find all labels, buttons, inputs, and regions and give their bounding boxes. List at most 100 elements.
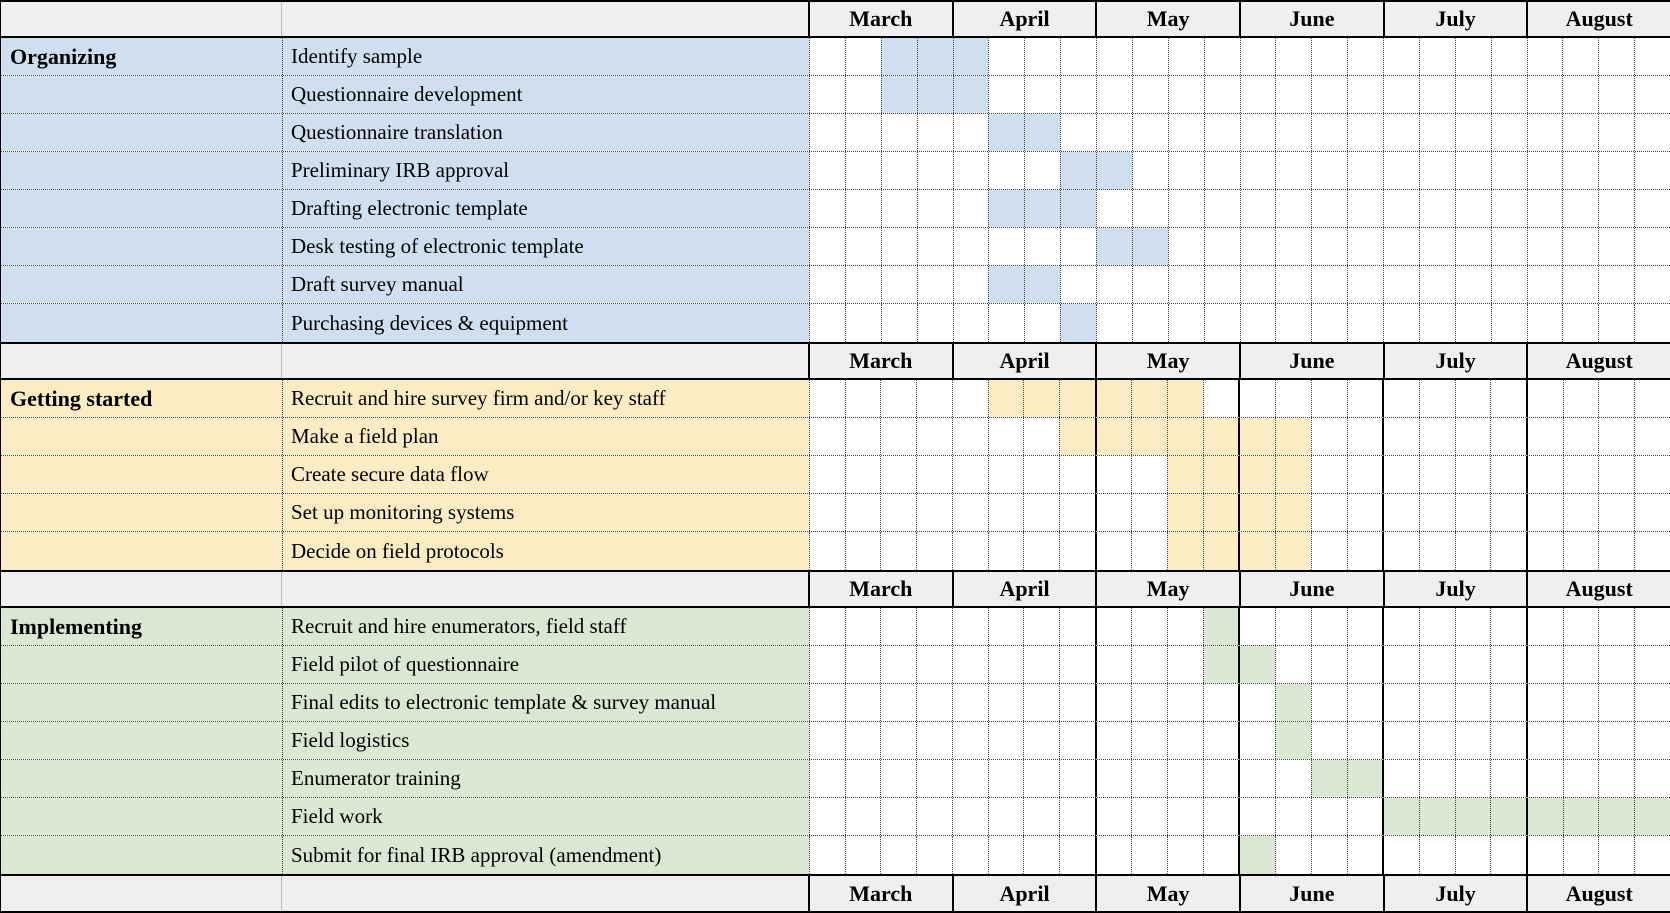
week-cell (809, 684, 845, 721)
task-row: Purchasing devices & equipment (1, 304, 1670, 342)
week-cell (1238, 380, 1276, 417)
section-label: Organizing (1, 38, 282, 75)
week-cell (987, 836, 1024, 874)
week-cell (1454, 152, 1491, 189)
week-cell (952, 190, 989, 227)
week-cell (1418, 228, 1455, 265)
week-cell (1023, 798, 1059, 835)
week-cell (844, 380, 881, 417)
week-cell (1058, 836, 1095, 874)
week-cell (1418, 152, 1455, 189)
week-cell (1023, 722, 1059, 759)
week-cell (1167, 38, 1204, 75)
week-cell (1239, 228, 1276, 265)
week-cell (844, 76, 881, 113)
week-cell (1167, 114, 1204, 151)
week-cell (1634, 228, 1670, 265)
header-task-spacer (282, 876, 808, 911)
week-cell (1526, 722, 1563, 759)
week-cell (1454, 228, 1491, 265)
week-cell (1094, 760, 1132, 797)
task-row: Field logistics (1, 722, 1670, 760)
week-cell (1203, 152, 1240, 189)
task-label: Create secure data flow (282, 456, 809, 493)
week-cell (1562, 38, 1599, 75)
week-cell (1634, 494, 1670, 531)
week-cell (987, 456, 1024, 493)
week-cell (952, 266, 989, 303)
week-cell (844, 494, 881, 531)
week-cell (1598, 456, 1635, 493)
week-cell (1454, 190, 1491, 227)
week-cell (1094, 798, 1132, 835)
week-cell (1023, 836, 1059, 874)
gantt-bar-cell (1096, 228, 1132, 265)
task-row: Questionnaire development (1, 76, 1670, 114)
header-task-spacer (282, 572, 808, 606)
week-cell (1275, 608, 1311, 645)
month-header-cell: June (1239, 2, 1383, 36)
week-cell (1634, 76, 1670, 113)
week-cell (1490, 684, 1527, 721)
month-header-cell: July (1382, 876, 1527, 911)
section-label-spacer (1, 456, 282, 493)
week-cell (987, 646, 1024, 683)
week-cell (1131, 646, 1168, 683)
gantt-bar-cell (1167, 532, 1203, 570)
week-cell (1023, 608, 1059, 645)
week-cell (1634, 532, 1670, 570)
gantt-bar-cell (1634, 798, 1670, 835)
week-cell (1382, 836, 1419, 874)
week-cell (1418, 380, 1455, 417)
section-label-spacer (1, 532, 282, 570)
week-cell (880, 152, 917, 189)
week-cell (952, 152, 989, 189)
week-cell (880, 684, 917, 721)
month-header-cell: May (1095, 2, 1239, 36)
week-cell (1311, 228, 1348, 265)
week-cell (1131, 836, 1168, 874)
week-cell (1094, 684, 1132, 721)
week-cell (1598, 836, 1635, 874)
section-label-spacer (1, 722, 282, 759)
week-cell (1347, 190, 1383, 227)
week-cell (1382, 380, 1419, 417)
week-cell (844, 266, 881, 303)
header-section-spacer (1, 876, 282, 911)
week-cell (1202, 684, 1239, 721)
section-label-spacer (1, 266, 282, 303)
week-cell (1024, 228, 1061, 265)
week-cell (809, 114, 845, 151)
gantt-bar-cell (1094, 380, 1132, 417)
week-cell (1239, 114, 1276, 151)
week-cell (1598, 684, 1635, 721)
week-cell (1023, 646, 1059, 683)
week-cell (1346, 456, 1383, 493)
week-cell (1454, 722, 1491, 759)
week-cell (1598, 38, 1635, 75)
gantt-bar-cell (1598, 798, 1635, 835)
week-cell (1202, 722, 1239, 759)
week-cell (1094, 836, 1132, 874)
week-cell (1275, 304, 1312, 342)
week-cell (1526, 684, 1563, 721)
week-cell (1526, 38, 1563, 75)
task-label: Recruit and hire survey firm and/or key … (282, 380, 809, 417)
week-cell (987, 532, 1024, 570)
gantt-bar-cell (1275, 722, 1311, 759)
gantt-bar-cell (1275, 684, 1311, 721)
month-header-cell: June (1239, 344, 1383, 378)
week-cell (916, 798, 952, 835)
week-cell (1383, 304, 1419, 342)
week-cell (1023, 418, 1059, 455)
week-cell (1238, 798, 1276, 835)
task-row: Create secure data flow (1, 456, 1670, 494)
week-cell (987, 798, 1024, 835)
week-cell (1634, 38, 1670, 75)
week-cell (1418, 684, 1455, 721)
month-header-cell: March (808, 2, 952, 36)
week-cell (1346, 380, 1383, 417)
gantt-bar-cell (1238, 494, 1276, 531)
gantt-bar-cell (1490, 798, 1527, 835)
